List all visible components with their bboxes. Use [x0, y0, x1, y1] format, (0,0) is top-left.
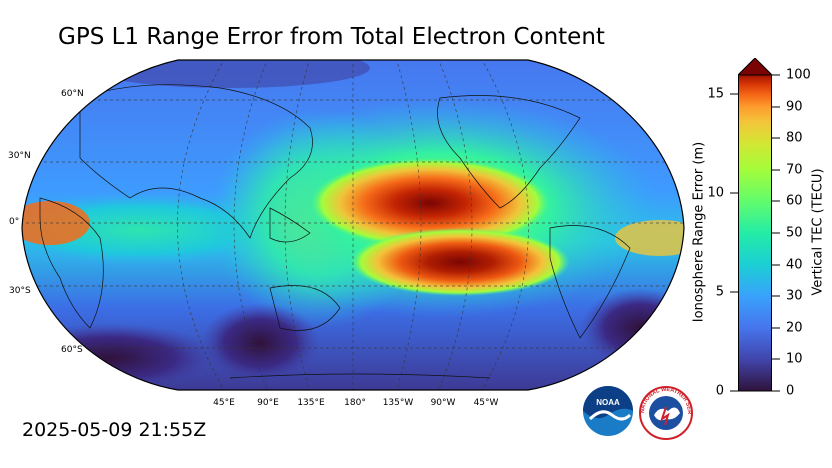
- range-tick-0: 0: [715, 383, 724, 399]
- lat-label-60n: 60°N: [61, 89, 84, 99]
- range-tick-10: 10: [707, 185, 724, 201]
- colorbar: [736, 57, 774, 392]
- noaa-logo: NOAA: [582, 385, 634, 441]
- lon-label-135w: 135°W: [382, 398, 414, 408]
- colorbar-svg: [736, 57, 774, 392]
- lat-label-30n: 30°N: [8, 151, 31, 161]
- cbar-tick-50: 50: [786, 225, 803, 241]
- lon-label-90e: 90°E: [257, 398, 279, 408]
- cbar-tick-10: 10: [786, 351, 803, 367]
- cbar-tick-90: 90: [786, 99, 803, 115]
- lat-label-30s: 30°S: [9, 286, 31, 296]
- lat-label-0: 0°: [9, 217, 20, 227]
- lon-label-135e: 135°E: [297, 398, 325, 408]
- lat-label-60s: 60°S: [61, 345, 83, 355]
- colorbar-tick-marks: [730, 74, 780, 392]
- lon-label-45e: 45°E: [213, 398, 235, 408]
- lon-label-45w: 45°W: [473, 398, 499, 408]
- lon-label-180: 180°: [344, 398, 366, 408]
- cbar-tick-80: 80: [786, 130, 803, 146]
- cbar-tick-60: 60: [786, 193, 803, 209]
- tec-map-svg: [21, 59, 685, 391]
- cbar-tick-0: 0: [786, 383, 795, 399]
- timestamp: 2025-05-09 21:55Z: [22, 419, 207, 441]
- range-tick-5: 5: [715, 284, 724, 300]
- tec-map: [20, 58, 686, 392]
- chart-title: GPS L1 Range Error from Total Electron C…: [58, 24, 605, 50]
- noaa-logo-text: NOAA: [596, 398, 620, 407]
- tec-axis-label: Vertical TEC (TECU): [810, 168, 826, 296]
- cbar-tick-30: 30: [786, 288, 803, 304]
- range-tick-15: 15: [707, 86, 724, 102]
- cbar-tick-100: 100: [786, 67, 811, 83]
- cbar-tick-70: 70: [786, 162, 803, 178]
- cbar-tick-20: 20: [786, 320, 803, 336]
- cbar-tick-40: 40: [786, 257, 803, 273]
- lon-label-90w: 90°W: [430, 398, 456, 408]
- nws-logo: NATIONAL WEATHER SERVICE: [636, 381, 694, 445]
- range-error-axis-label: Ionosphere Range Error (m): [691, 141, 707, 323]
